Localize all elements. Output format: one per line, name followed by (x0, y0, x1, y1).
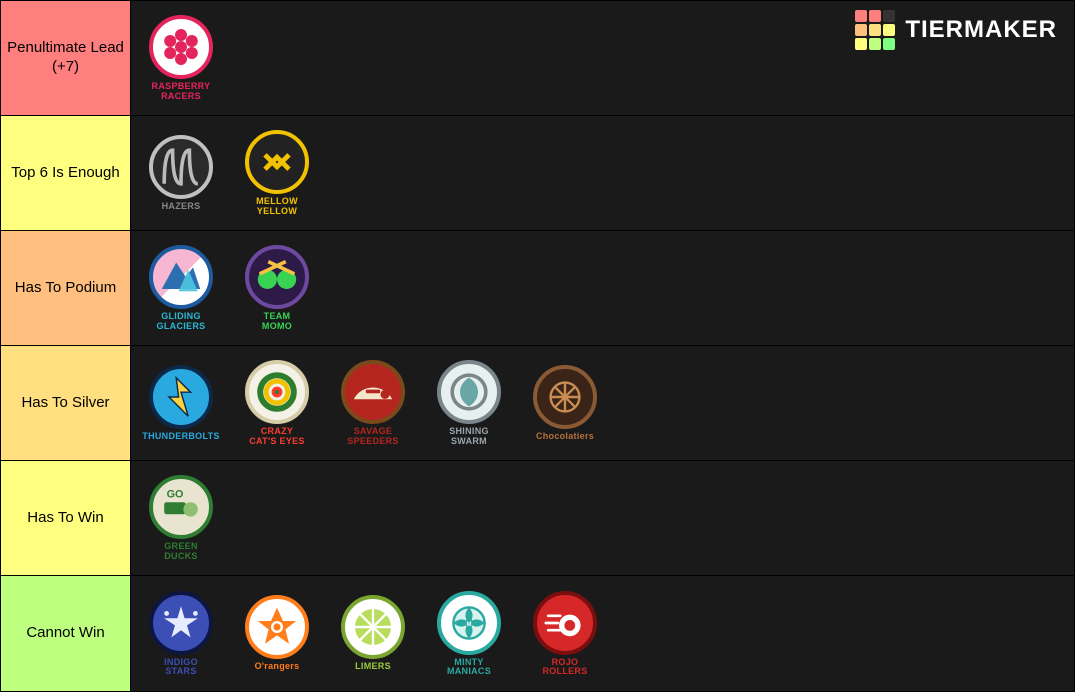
tiermaker-watermark: TIERMAKER (855, 10, 1057, 50)
team-name: TEAM MOMO (262, 312, 292, 331)
team-icon (149, 135, 213, 199)
tier-label[interactable]: Cannot Win (1, 576, 131, 691)
team-item[interactable]: RASPBERRY RACERS (139, 15, 223, 101)
tier-row: Has To Win GO GREEN DUCKS (1, 461, 1074, 576)
tier-row: Has To Silver THUNDERBOLTS CRAZY CAT'S EYE… (1, 346, 1074, 461)
team-item[interactable]: SHINING SWARM (427, 360, 511, 446)
team-item[interactable]: Chocolatiers (523, 365, 607, 441)
team-icon (245, 130, 309, 194)
team-icon (533, 591, 597, 655)
tier-label[interactable]: Top 6 Is Enough (1, 116, 131, 230)
team-item[interactable]: TEAM MOMO (235, 245, 319, 331)
team-name: GREEN DUCKS (164, 542, 198, 561)
team-item[interactable]: ROJO ROLLERS (523, 591, 607, 677)
team-item[interactable]: GLIDING GLACIERS (139, 245, 223, 331)
watermark-text: TIERMAKER (905, 16, 1057, 44)
tier-content: HAZERS MELLOW YELLOW (131, 116, 1074, 230)
team-icon (341, 360, 405, 424)
tier-label[interactable]: Penultimate Lead (+7) (1, 1, 131, 115)
tier-content: GLIDING GLACIERS TEAM MOMO (131, 231, 1074, 345)
team-icon (245, 595, 309, 659)
team-name: CRAZY CAT'S EYES (249, 427, 304, 446)
team-name: HAZERS (162, 202, 201, 211)
team-item[interactable]: LIMERS (331, 595, 415, 671)
team-icon (533, 365, 597, 429)
team-item[interactable]: GO GREEN DUCKS (139, 475, 223, 561)
team-item[interactable]: THUNDERBOLTS (139, 365, 223, 441)
team-item[interactable]: HAZERS (139, 135, 223, 211)
svg-text:M: M (467, 622, 472, 628)
tier-row: Has To Podium GLIDING GLACIERS TEAM MOMO (1, 231, 1074, 346)
team-name: GLIDING GLACIERS (157, 312, 206, 331)
team-icon (245, 245, 309, 309)
team-item[interactable]: MELLOW YELLOW (235, 130, 319, 216)
tier-content: INDIGO STARS O'rangers LIMERS M MINTY MANIAC… (131, 576, 1074, 691)
team-name: O'rangers (255, 662, 300, 671)
team-item[interactable]: INDIGO STARS (139, 591, 223, 677)
team-item[interactable]: M MINTY MANIACS (427, 591, 511, 677)
tier-label[interactable]: Has To Win (1, 461, 131, 575)
team-name: ROJO ROLLERS (542, 658, 587, 677)
team-item[interactable]: CRAZY CAT'S EYES (235, 360, 319, 446)
tier-list: Penultimate Lead (+7) RASPBERRY RACERS Top… (0, 0, 1075, 692)
team-icon (149, 245, 213, 309)
team-icon (341, 595, 405, 659)
team-icon (245, 360, 309, 424)
team-item[interactable]: O'rangers (235, 595, 319, 671)
svg-text:GO: GO (167, 488, 184, 500)
tier-row: Cannot Win INDIGO STARS O'rangers LIMERS M MI… (1, 576, 1074, 691)
team-name: MELLOW YELLOW (256, 197, 298, 216)
tier-content: GO GREEN DUCKS (131, 461, 1074, 575)
tier-label[interactable]: Has To Podium (1, 231, 131, 345)
team-icon (437, 360, 501, 424)
tier-label[interactable]: Has To Silver (1, 346, 131, 460)
team-icon (149, 591, 213, 655)
team-name: RASPBERRY RACERS (152, 82, 211, 101)
team-name: LIMERS (355, 662, 391, 671)
team-name: SAVAGE SPEEDERS (347, 427, 398, 446)
team-name: MINTY MANIACS (447, 658, 491, 677)
team-name: INDIGO STARS (164, 658, 198, 677)
team-icon (149, 365, 213, 429)
team-icon: M (437, 591, 501, 655)
watermark-grid (855, 10, 895, 50)
team-icon (149, 15, 213, 79)
team-name: Chocolatiers (536, 432, 594, 441)
team-icon: GO (149, 475, 213, 539)
team-name: THUNDERBOLTS (142, 432, 219, 441)
team-item[interactable]: SAVAGE SPEEDERS (331, 360, 415, 446)
team-name: SHINING SWARM (449, 427, 489, 446)
tier-content: THUNDERBOLTS CRAZY CAT'S EYES SAVAGE SPEED… (131, 346, 1074, 460)
tier-row: Top 6 Is Enough HAZERS MELLOW YELLOW (1, 116, 1074, 231)
